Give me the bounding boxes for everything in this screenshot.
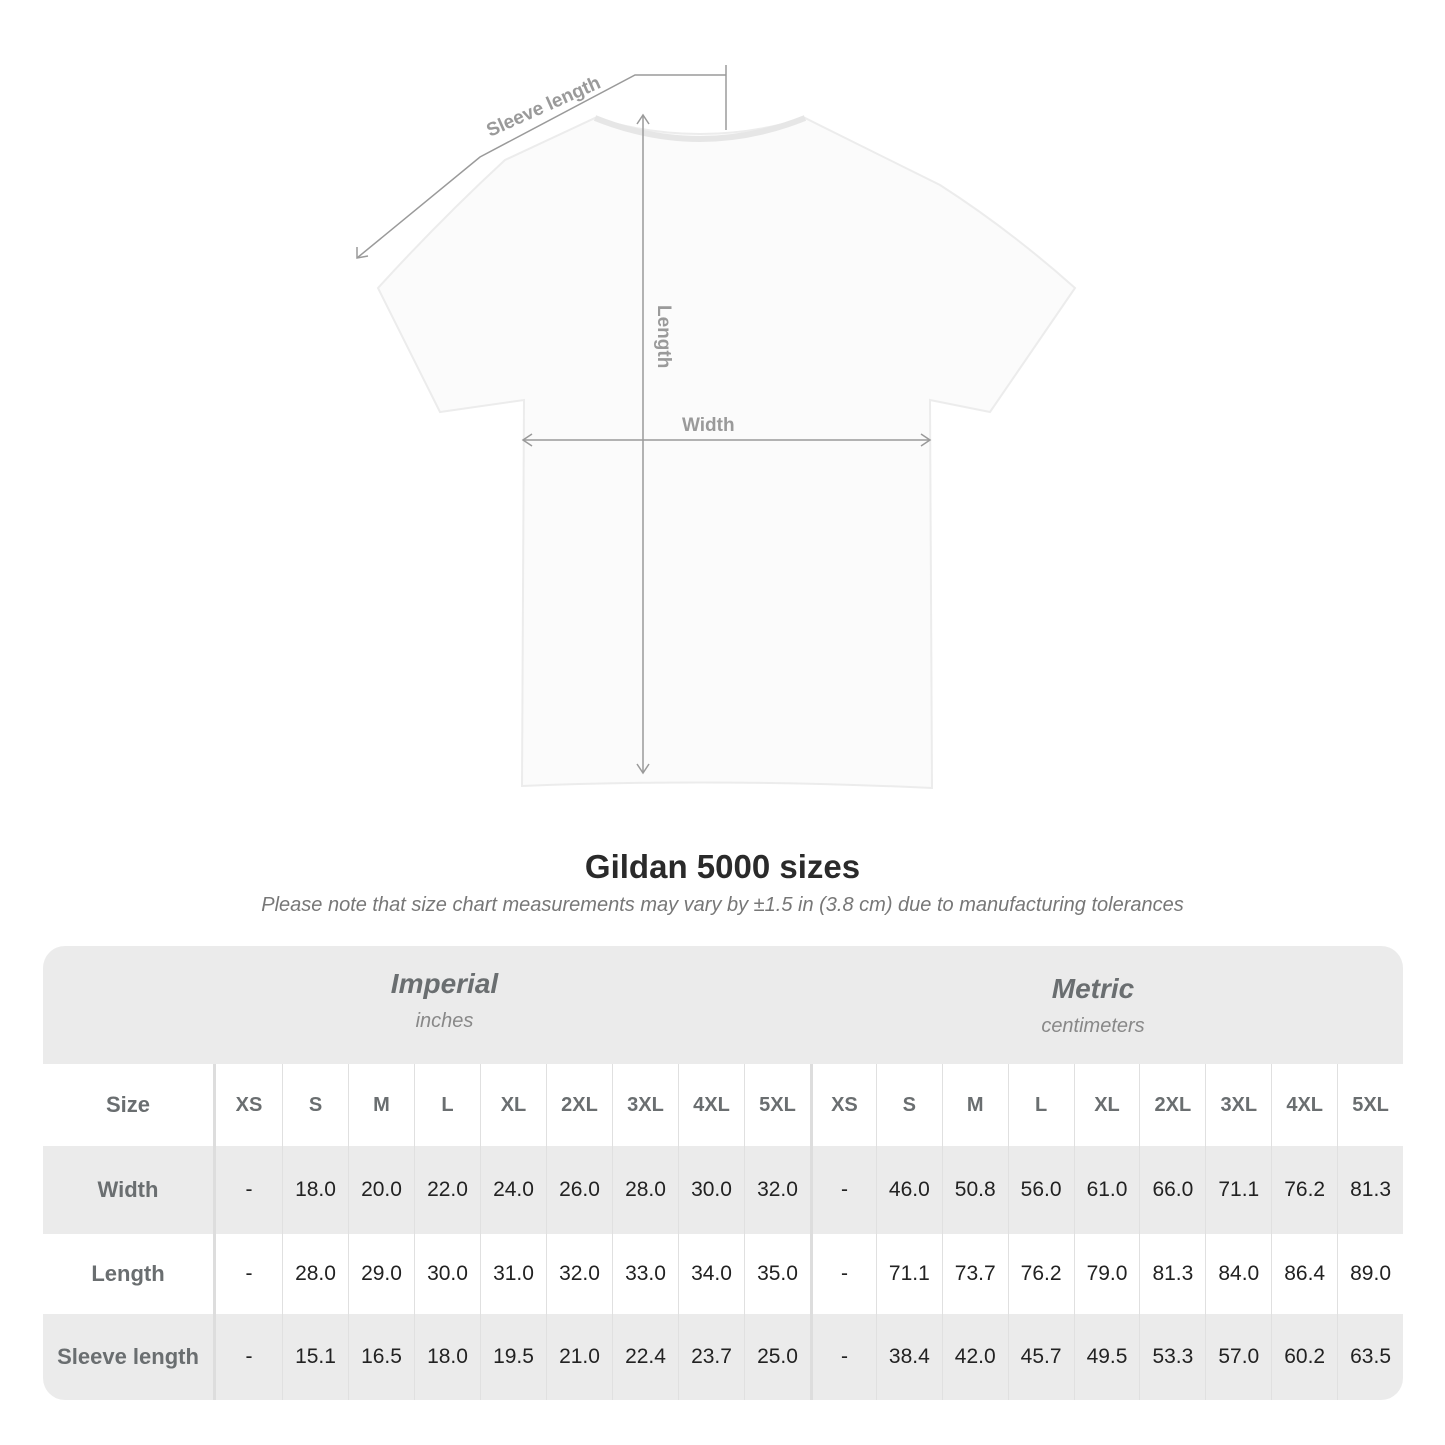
collar [593,115,807,142]
table-cell: - [810,1234,876,1314]
table-cell: - [810,1146,876,1234]
table-cell: 30.0 [678,1146,744,1234]
table-cell: 89.0 [1337,1234,1403,1314]
table-cell: 42.0 [941,1314,1008,1400]
table-cell: 66.0 [1139,1146,1205,1234]
table-cell: 29.0 [348,1234,414,1314]
width-label: Width [682,415,735,436]
table-cell: 20.0 [348,1146,414,1234]
size-header-cell: 2XL [546,1064,612,1146]
size-table: Imperial inches Metric centimeters Size X… [43,946,1403,1400]
sleeve-length-line [356,74,726,259]
table-cell: 45.7 [1007,1314,1074,1400]
table-cell: 71.1 [1205,1146,1271,1234]
table-cell: 25.0 [744,1314,810,1400]
table-cell: 21.0 [546,1314,612,1400]
table-cell: 28.0 [282,1234,348,1314]
size-header-cell: M [941,1064,1008,1146]
size-header-cell: 5XL [744,1064,810,1146]
metric-header: Metric centimeters [810,973,1376,1038]
table-cell: 18.0 [282,1146,348,1234]
table-cell: - [245,1262,253,1285]
size-label: Size [43,1064,216,1146]
table-cell: 18.0 [414,1314,480,1400]
size-header-cell: XS [810,1064,876,1146]
table-cell: 23.7 [678,1314,744,1400]
table-cell: 19.5 [480,1314,546,1400]
tolerance-note: Please note that size chart measurements… [261,894,1184,916]
metric-title: Metric [1051,973,1135,1004]
table-cell: 84.0 [1205,1234,1271,1314]
imperial-header: Imperial inches [216,968,673,1033]
tshirt-diagram: Sleeve length Length Width [356,65,1077,790]
size-header-cell: XL [480,1064,546,1146]
size-header-cell: M [348,1064,414,1146]
page-title: Gildan 5000 sizes [584,848,861,885]
size-header-cell: L [1007,1064,1074,1146]
table-cell: 60.2 [1271,1314,1337,1400]
table-cell: 24.0 [480,1146,546,1234]
table-cell: 71.1 [875,1234,942,1314]
imperial-title: Imperial [390,968,499,999]
table-row: Sleeve length - 15.1 16.5 18.0 19.5 21.0 22.4 23… [43,1314,1403,1400]
size-header-cell: XL [1073,1064,1140,1146]
table-cell: 76.2 [1271,1146,1337,1234]
table-cell: 73.7 [941,1234,1008,1314]
size-header-cell: 3XL [612,1064,678,1146]
table-cell: 81.3 [1337,1146,1403,1234]
table-row: Length -28.0 29.0 30.0 31.0 32.0 33.0 34.0 35.0-… [43,1234,1403,1314]
table-cell: 16.5 [348,1314,414,1400]
table-cell: 22.4 [612,1314,678,1400]
size-header-cell: XS [235,1093,263,1116]
table-cell: 86.4 [1271,1234,1337,1314]
table-cell: 28.0 [612,1146,678,1234]
table-cell: 32.0 [744,1146,810,1234]
table-cell: - [245,1345,253,1368]
table-cell: 26.0 [546,1146,612,1234]
table-cell: 46.0 [875,1146,942,1234]
table-cell: 31.0 [480,1234,546,1314]
table-row: Width -18.0 20.0 22.0 24.0 26.0 28.0 30.0 32.0-4… [43,1146,1403,1234]
table-cell: 15.1 [282,1314,348,1400]
tshirt-shape [376,116,1077,790]
table-cell: 35.0 [744,1234,810,1314]
size-header-cell: 3XL [1205,1064,1271,1146]
table-cell: 53.3 [1139,1314,1205,1400]
table-cell: 81.3 [1139,1234,1205,1314]
size-header-row: Size XS S M L XL 2XL 3XL 4XL 5XL XS S M L XL 2XL 3XL 4XL 5… [43,1064,1403,1146]
table-cell: 33.0 [612,1234,678,1314]
size-header-cell: S [282,1064,348,1146]
imperial-unit: inches [415,1010,474,1032]
length-label: Length [653,305,674,368]
table-cell: 57.0 [1205,1314,1271,1400]
size-header-cell: 5XL [1337,1064,1403,1146]
table-cell: 22.0 [414,1146,480,1234]
table-cell: 49.5 [1073,1314,1140,1400]
table-cell: - [245,1178,253,1201]
table-cell: 61.0 [1073,1146,1140,1234]
unit-system-header: Imperial inches Metric centimeters [43,946,1403,1064]
table-cell: 38.4 [875,1314,942,1400]
size-header-cell: 4XL [1271,1064,1337,1146]
table-cell: 32.0 [546,1234,612,1314]
table-cell: 63.5 [1337,1314,1403,1400]
table-cell: 79.0 [1073,1234,1140,1314]
table-cell: 34.0 [678,1234,744,1314]
table-cell: 76.2 [1007,1234,1074,1314]
table-cell: 30.0 [414,1234,480,1314]
size-header-cell: S [875,1064,942,1146]
table-cell: 56.0 [1007,1146,1074,1234]
table-cell: 50.8 [941,1146,1008,1234]
metric-unit: centimeters [1041,1015,1145,1037]
row-label: Sleeve length [43,1314,216,1400]
table-cell: - [810,1314,876,1400]
row-label: Length [43,1234,216,1314]
size-header-cell: 4XL [678,1064,744,1146]
row-label: Width [43,1146,216,1234]
size-header-cell: 2XL [1139,1064,1205,1146]
size-header-cell: L [414,1064,480,1146]
